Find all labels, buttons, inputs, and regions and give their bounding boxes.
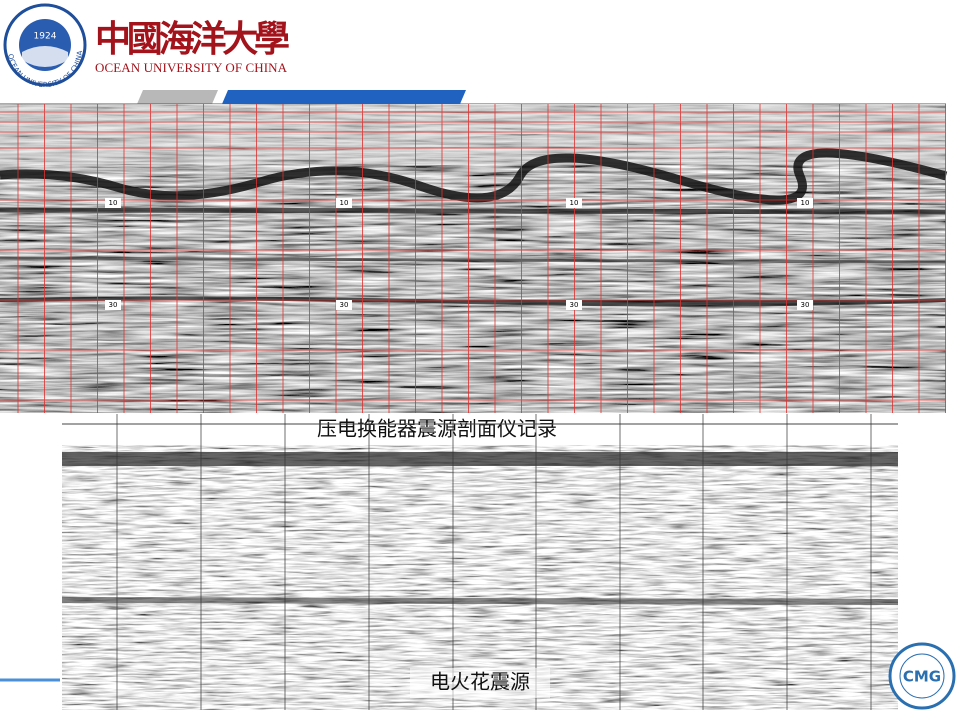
depth-mark: 10 [109,199,118,207]
footer-logo-label: CMG [903,668,941,686]
emblem-year: 1924 [34,32,57,42]
bottom-caption: 电火花震源 [430,670,530,694]
top-record: 10 30 10 30 10 30 10 30 [0,104,948,413]
depth-mark-bg [566,300,582,310]
header-bar-blue [222,90,466,104]
depth-mark-bg [797,300,813,310]
depth-mark-bg [105,300,121,310]
depth-mark: 10 [801,199,810,207]
title-en: OCEAN UNIVERSITY OF CHINA [95,60,288,75]
depth-mark: 30 [109,301,118,309]
footer-logo: CMG [888,642,956,710]
header-bar-gray [137,90,218,104]
depth-mark-bg [336,300,352,310]
depth-mark-bg [566,198,582,208]
depth-mark-bg [336,198,352,208]
emblem: 1924 OCEAN UNIVERSITY OF CHINA [3,3,87,89]
depth-mark: 30 [801,301,810,309]
depth-mark-bg [105,198,121,208]
bottom-record [61,414,899,710]
depth-mark-bg [797,198,813,208]
top-caption: 压电换能器震源剖面仪记录 [317,417,557,441]
depth-mark: 30 [570,301,579,309]
depth-mark: 10 [570,199,579,207]
title-cn: 中國海洋大學 [95,18,290,60]
depth-mark: 10 [340,199,349,207]
depth-mark: 30 [340,301,349,309]
